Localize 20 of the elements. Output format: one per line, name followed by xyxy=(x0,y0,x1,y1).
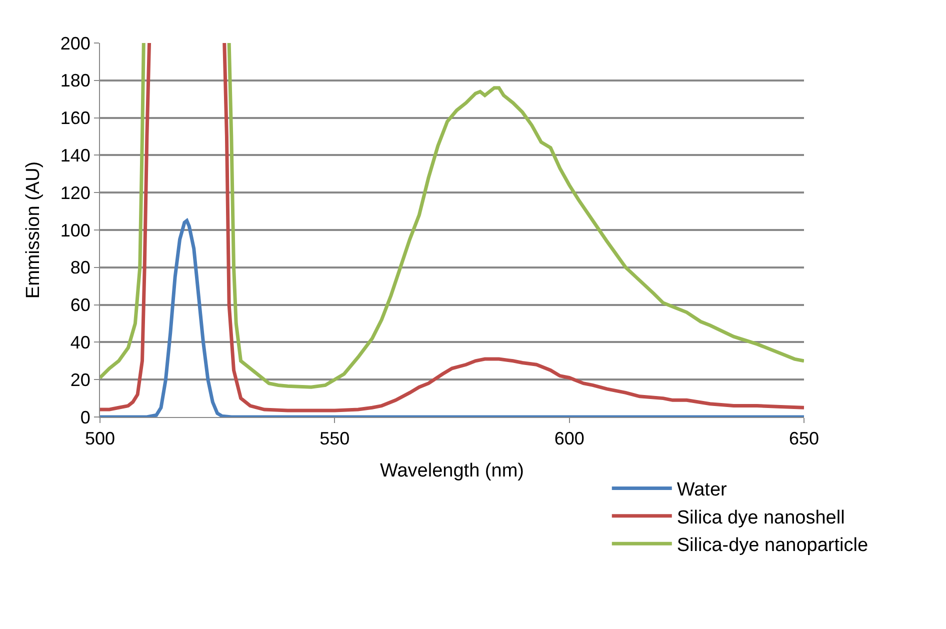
x-tick-label: 600 xyxy=(554,428,584,449)
x-tick-label: 550 xyxy=(320,428,350,449)
y-tick-label: 80 xyxy=(70,258,90,278)
y-tick-label: 120 xyxy=(60,182,90,203)
y-tick-label: 60 xyxy=(70,295,90,316)
y-axis-title: Emmission (AU) xyxy=(23,161,44,299)
y-tick-label: 100 xyxy=(60,220,90,240)
legend-label: Silica dye nanoshell xyxy=(676,507,845,528)
y-tick-label: 0 xyxy=(80,407,90,428)
y-tick-label: 180 xyxy=(60,70,90,91)
x-tick-label: 650 xyxy=(788,428,820,449)
y-tick-label: 140 xyxy=(60,146,90,166)
y-tick-label: 40 xyxy=(70,332,90,352)
x-tick-label: 500 xyxy=(84,428,116,449)
legend-label: Silica-dye nanoparticle xyxy=(676,535,868,556)
legend-label: Water xyxy=(676,480,728,501)
y-tick-label: 200 xyxy=(60,33,90,54)
x-axis-title: Wavelength (nm) xyxy=(380,460,524,482)
y-tick-label: 20 xyxy=(70,370,90,390)
y-tick-label: 160 xyxy=(60,108,90,128)
